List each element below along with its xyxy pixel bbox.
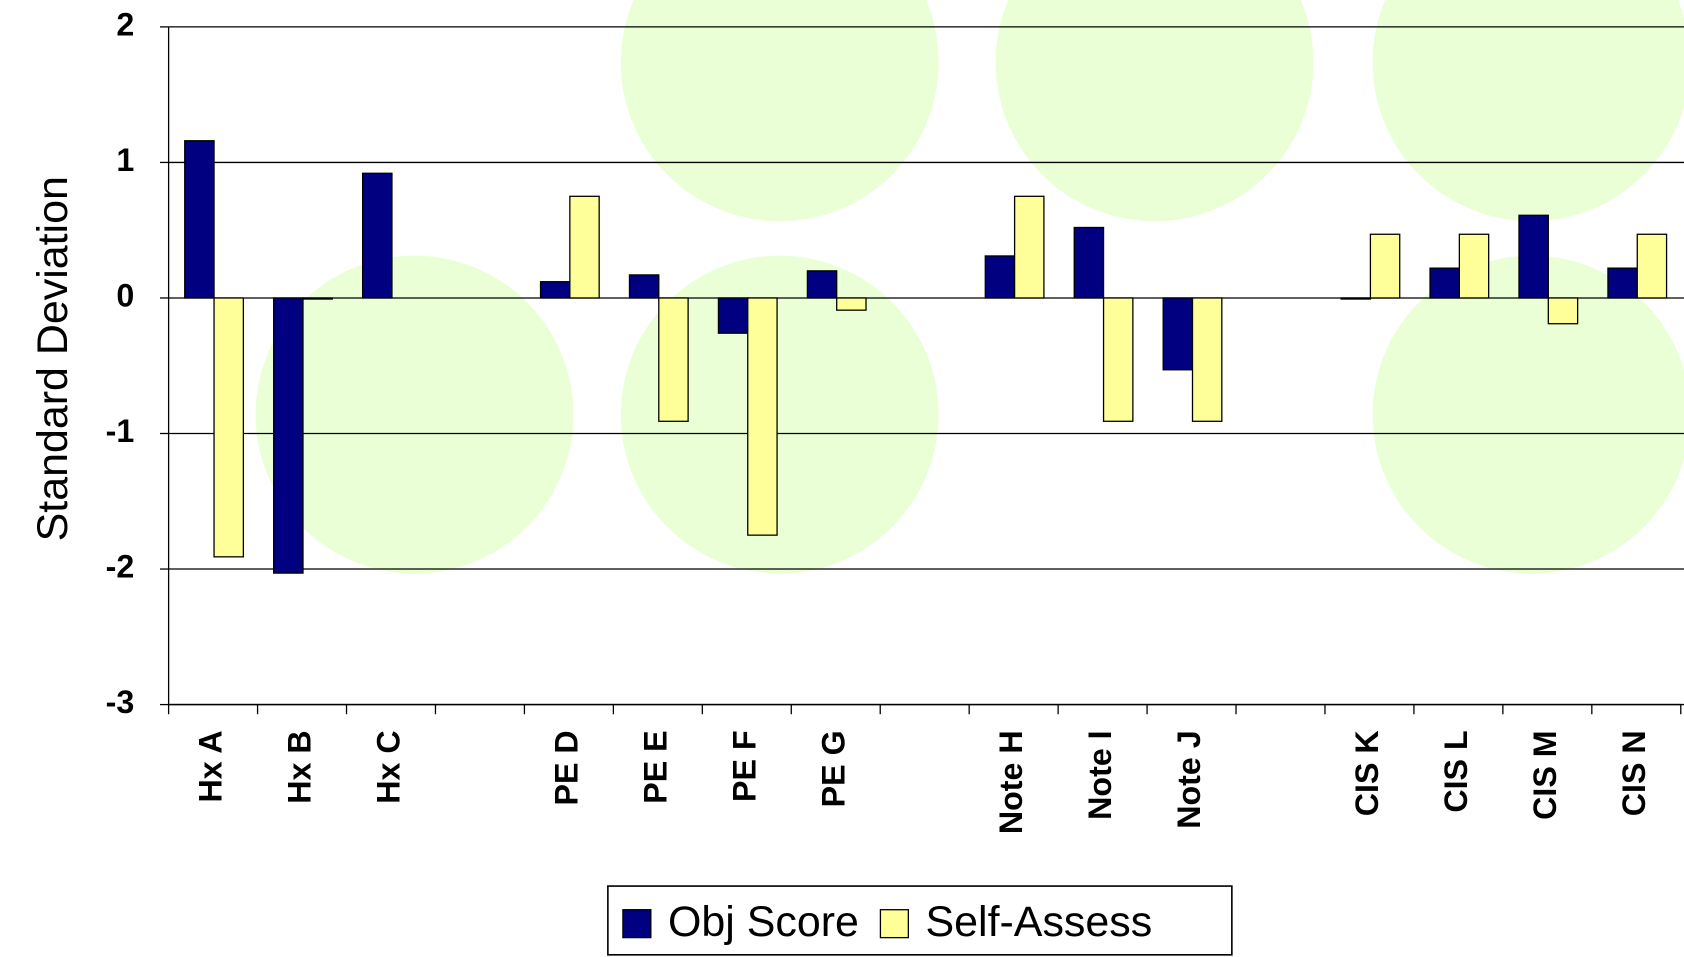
bar (1548, 298, 1577, 324)
y-tick-label: 2 (116, 6, 134, 42)
bar (274, 298, 303, 573)
x-tick-label: CIS M (1527, 730, 1563, 819)
x-tick-label: CIS N (1616, 730, 1652, 816)
y-tick-label: 1 (116, 142, 134, 178)
bar (1459, 234, 1488, 298)
x-tick-label: Note I (1082, 730, 1118, 819)
y-tick-label: 0 (116, 277, 134, 313)
y-tick-label: -3 (106, 684, 135, 720)
x-tick-label: Note J (1171, 730, 1207, 828)
x-tick-label: PE G (815, 730, 851, 807)
x-tick-label: Hx A (193, 730, 229, 802)
legend-label: Obj Score (668, 898, 859, 946)
bar (807, 271, 836, 298)
legend-swatch (880, 910, 908, 938)
x-tick-label: PE F (726, 730, 762, 802)
bar (214, 298, 243, 557)
bar (718, 298, 747, 333)
bar (1519, 215, 1548, 298)
bar (748, 298, 777, 535)
bar (1074, 227, 1103, 297)
bar (1193, 298, 1222, 421)
bar (541, 282, 570, 298)
y-tick-label: -2 (106, 549, 135, 585)
x-tick-label: CIS K (1349, 730, 1385, 816)
bar (1637, 234, 1666, 298)
y-tick-label: -1 (106, 413, 135, 449)
legend-swatch (623, 910, 651, 938)
legend-label: Self-Assess (926, 898, 1153, 946)
bar (570, 196, 599, 298)
x-tick-label: PE E (637, 730, 673, 803)
bar (1341, 298, 1370, 299)
bar (303, 298, 332, 299)
bar (629, 275, 658, 298)
x-tick-label: PE D (548, 730, 584, 805)
x-tick-label: CIS L (1438, 730, 1474, 812)
bar (659, 298, 688, 421)
bar (1430, 268, 1459, 298)
chart: Standard Deviation -3 -2 -1 0 1 2 Hx A Hx B Hx C… (0, 0, 1684, 957)
page: {"chart_data": {"type": "bar", "y_label"… (0, 0, 1684, 957)
bar (837, 298, 866, 310)
bar (1015, 196, 1044, 298)
bar (185, 141, 214, 298)
bar (1163, 298, 1192, 370)
bar (985, 256, 1014, 298)
bar (363, 173, 392, 298)
x-tick-label: Hx C (371, 730, 407, 803)
bar (1608, 268, 1637, 298)
bar (1370, 234, 1399, 298)
y-axis-label: Standard Deviation (29, 176, 77, 541)
x-tick-label: Note H (993, 730, 1029, 834)
x-tick-label: Hx B (282, 730, 318, 803)
bar (1104, 298, 1133, 421)
